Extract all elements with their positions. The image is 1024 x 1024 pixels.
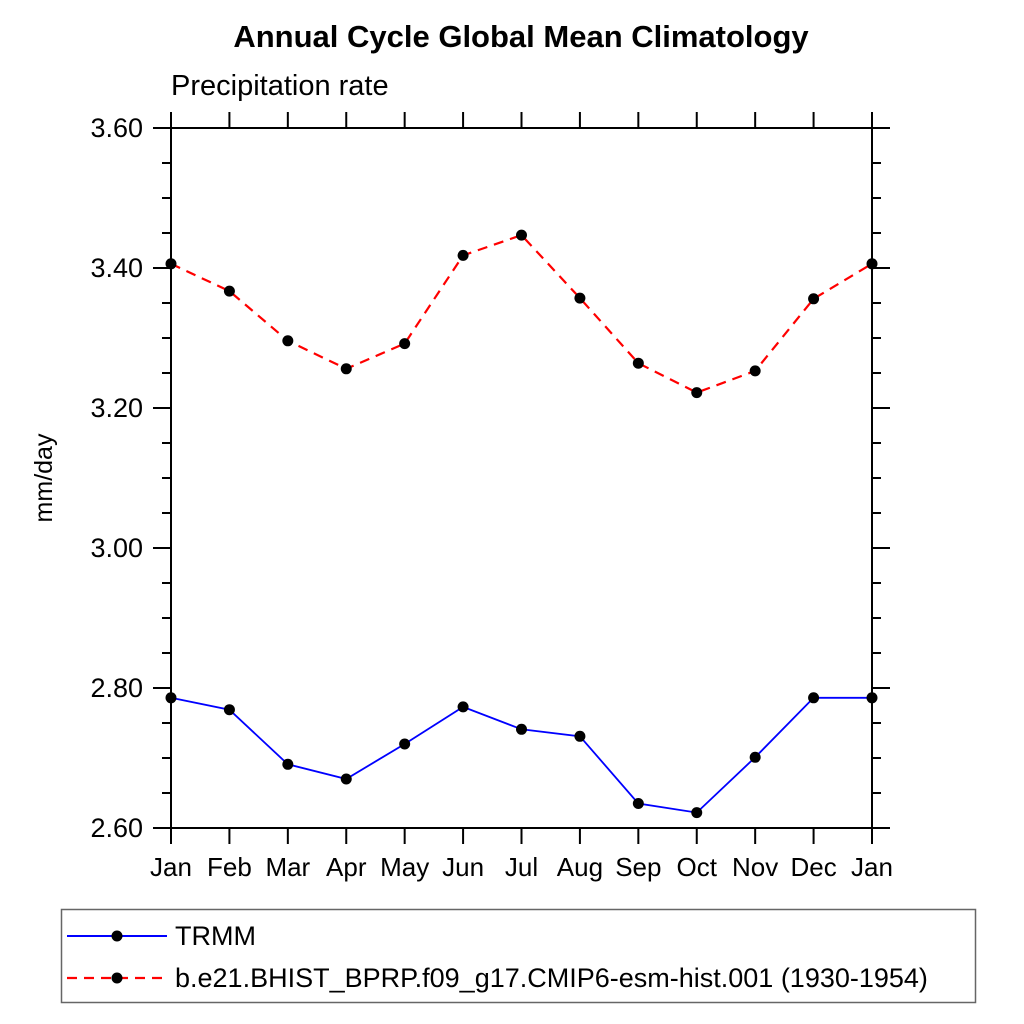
data-point-trmm: [749, 751, 761, 763]
data-point-trmm: [399, 738, 411, 750]
data-point-model: [516, 229, 527, 241]
data-point-trmm: [340, 773, 352, 785]
data-point-model: [574, 292, 586, 304]
x-tick-label: Oct: [677, 852, 718, 882]
x-tick-label: Jan: [851, 852, 893, 882]
x-tick-label: Aug: [557, 852, 603, 882]
legend-label-model: b.e21.BHIST_BPRP.f09_g17.CMIP6-esm-hist.…: [175, 963, 928, 993]
data-point-model: [749, 365, 761, 377]
y-tick-label: 3.00: [90, 533, 143, 563]
data-point-model: [866, 258, 878, 270]
x-tick-label: Apr: [326, 852, 367, 882]
data-point-trmm: [165, 692, 177, 704]
data-point-trmm: [632, 798, 644, 809]
series-line-trmm: [170, 696, 872, 814]
data-point-trmm: [282, 758, 294, 770]
data-point-trmm: [691, 807, 703, 819]
data-point-model: [399, 338, 411, 350]
data-point-model: [691, 387, 703, 399]
legend-marker-model: [111, 972, 123, 984]
data-point-model: [457, 249, 469, 261]
x-tick-label: Jun: [442, 852, 484, 882]
data-point-model: [632, 357, 644, 369]
y-tick-label: 3.20: [90, 393, 143, 423]
data-point-model: [282, 335, 294, 347]
x-tick-label: Nov: [732, 852, 778, 882]
chart-title: Annual Cycle Global Mean Climatology: [233, 19, 809, 54]
legend: TRMM b.e21.BHIST_BPRP.f09_g17.CMIP6-esm-…: [60, 908, 977, 1004]
y-tick-label: 2.60: [90, 813, 143, 843]
legend-marker-trmm: [111, 930, 123, 942]
legend-box: [60, 908, 977, 1004]
data-point-trmm: [223, 704, 235, 716]
data-point-model: [340, 363, 352, 375]
data-point-model: [223, 285, 235, 297]
x-tick-label: Feb: [207, 852, 252, 882]
x-tick-label: Jan: [150, 852, 192, 882]
data-point-trmm: [574, 730, 586, 742]
x-tick-label: May: [380, 852, 429, 882]
chart-subtitle: Precipitation rate: [171, 70, 389, 102]
data-point-trmm: [516, 723, 527, 735]
x-tick-label: Jul: [505, 852, 538, 882]
y-tick-label: 2.80: [90, 673, 143, 703]
x-tick-label: Sep: [615, 852, 661, 882]
data-point-trmm: [808, 692, 820, 704]
x-tick-label: Mar: [265, 852, 310, 882]
y-axis-label: mm/day: [30, 433, 58, 522]
legend-item-model: b.e21.BHIST_BPRP.f09_g17.CMIP6-esm-hist.…: [67, 963, 928, 993]
y-tick-label: 3.40: [90, 253, 143, 283]
legend-item-trmm: TRMM: [67, 921, 256, 951]
y-tick-label: 3.60: [90, 113, 143, 143]
data-point-trmm: [457, 701, 469, 713]
x-tick-label: Dec: [790, 852, 836, 882]
series-line-model: [170, 233, 873, 394]
data-point-model: [165, 258, 177, 270]
data-point-model: [808, 293, 820, 305]
plot-area: 2.60 2.80 3.00 3.20 3.40 3.60 Jan Feb Mar Apr May J…: [90, 112, 893, 882]
data-point-trmm: [866, 692, 878, 704]
legend-label-trmm: TRMM: [175, 921, 256, 951]
